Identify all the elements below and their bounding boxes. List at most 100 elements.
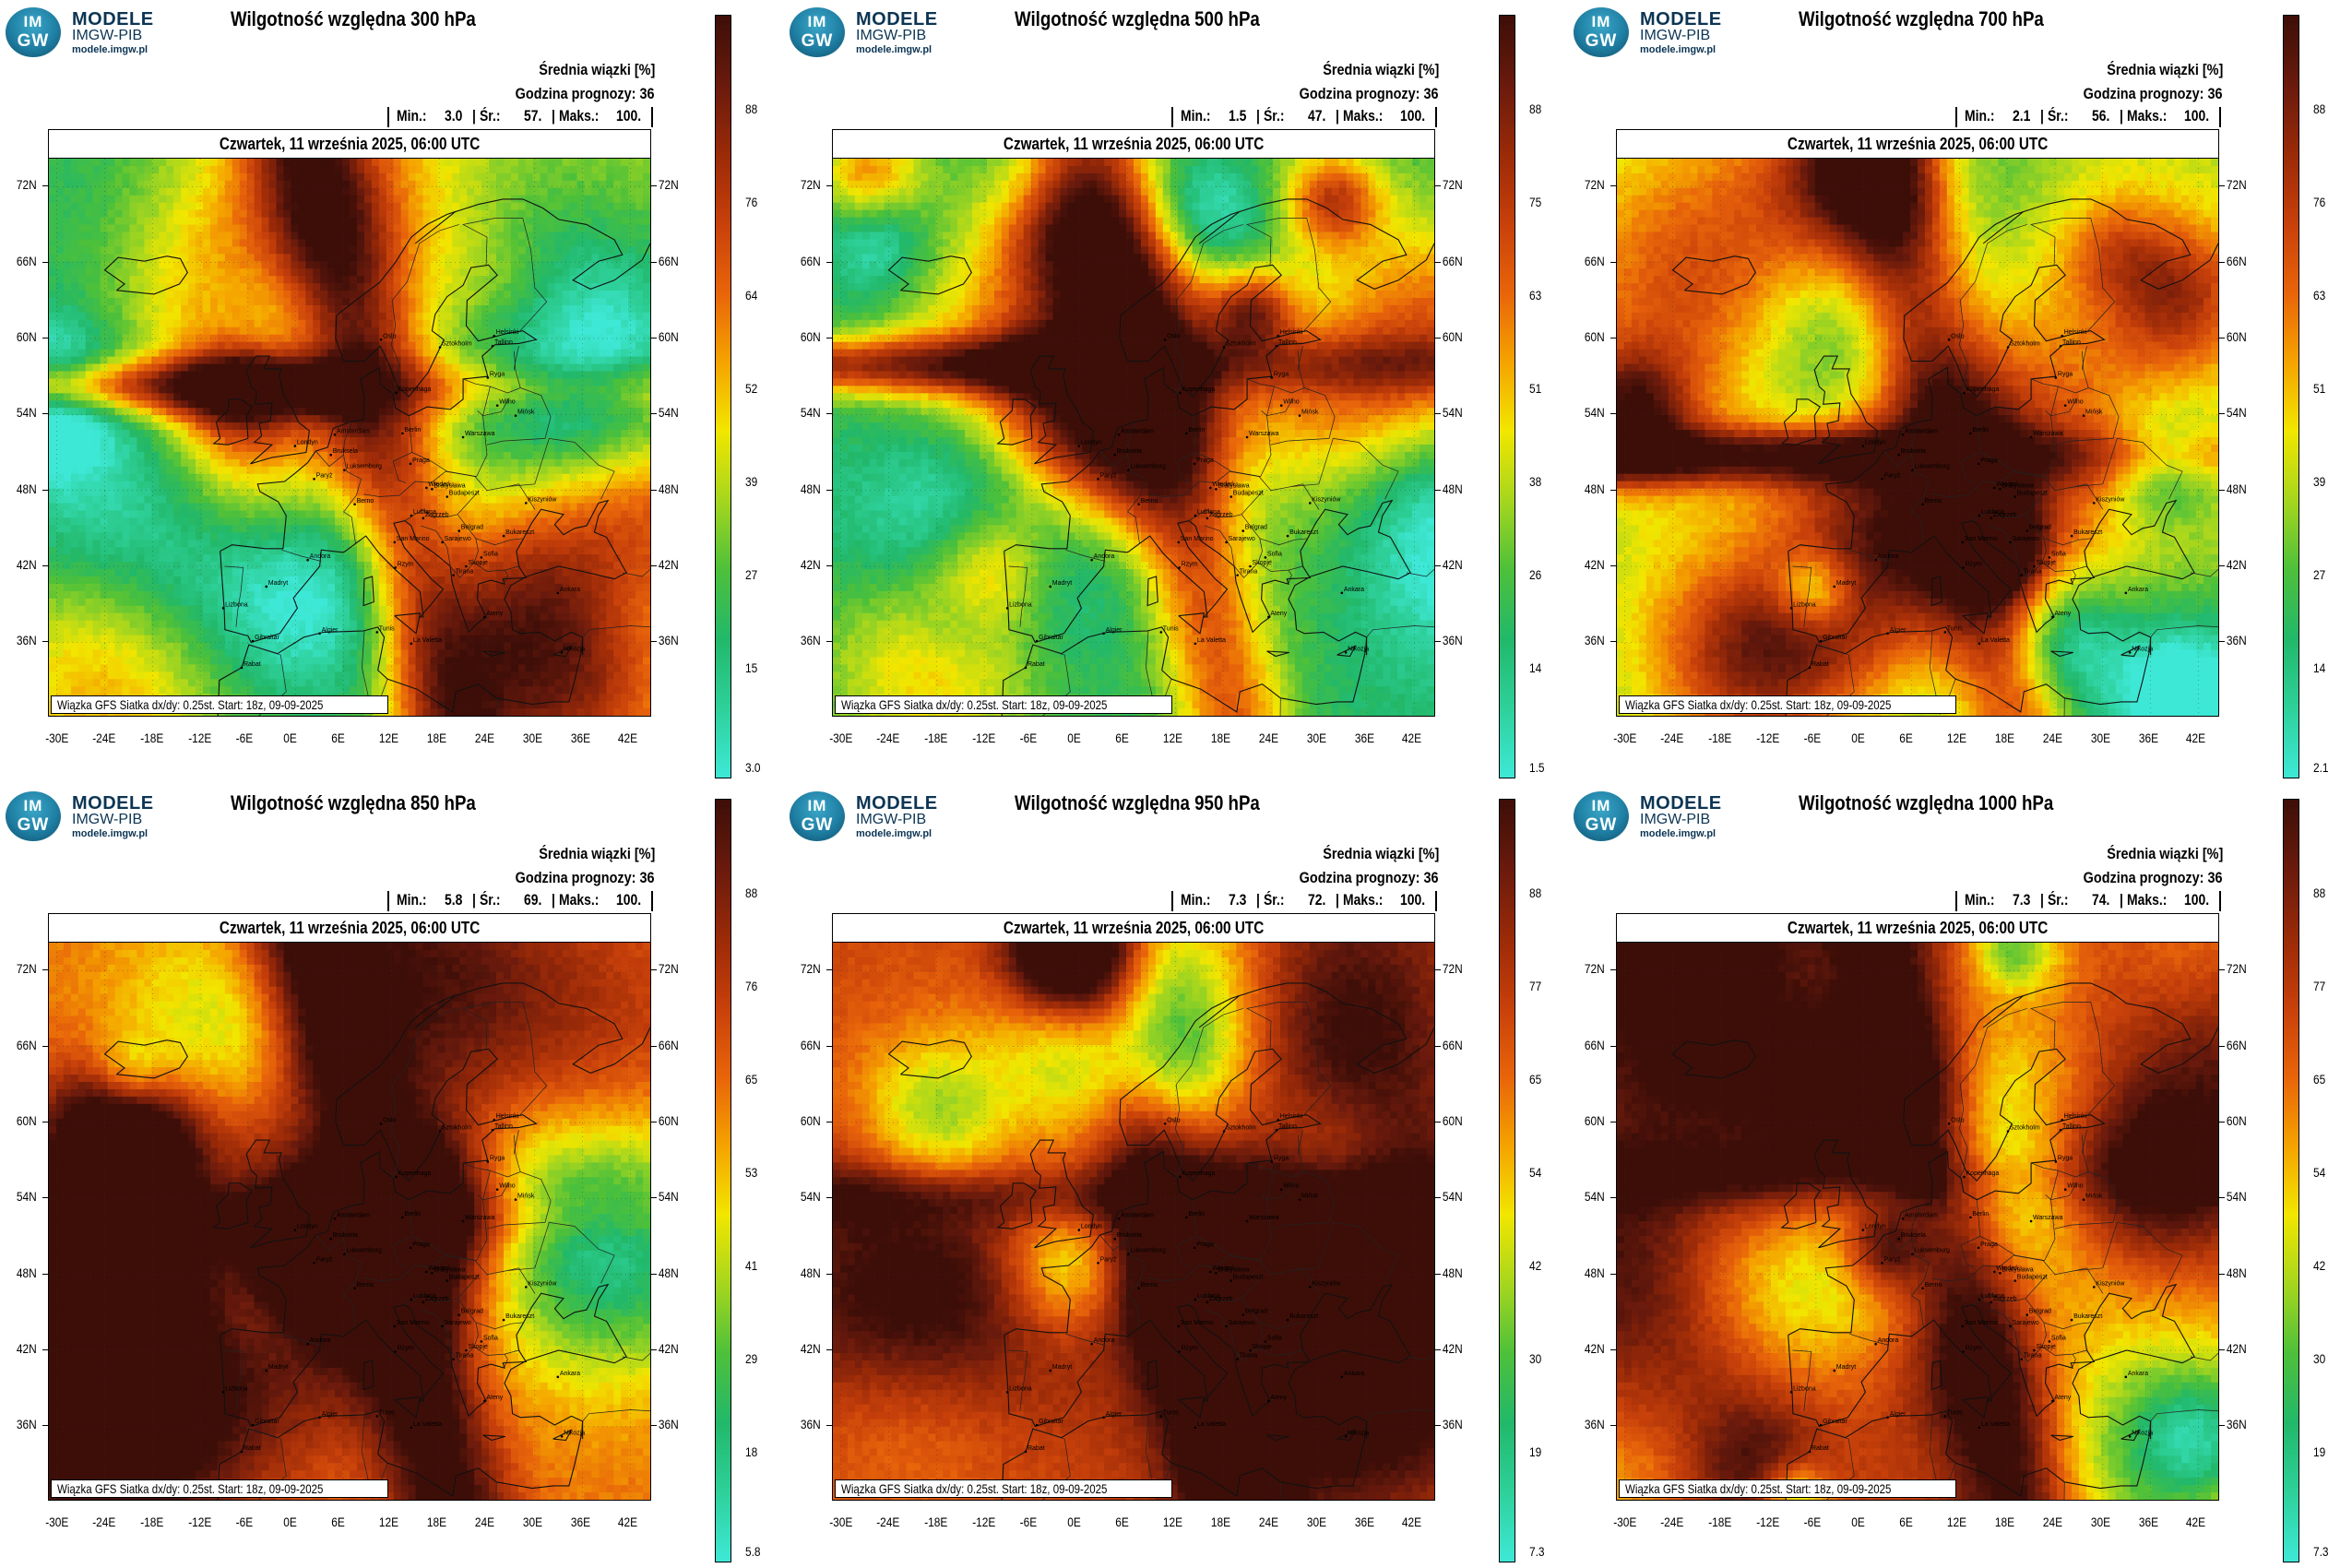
city-label: Ryga	[1274, 1155, 1289, 1161]
stats-row: Min.: 1.5 Śr.: 47. Maks.: 100. | |	[1171, 107, 1437, 127]
city-label: Sofia	[483, 551, 498, 557]
city-label: Berlin	[1188, 427, 1205, 434]
forecast-date: Czwartek, 11 września 2025, 06:00 UTC	[1617, 914, 2218, 943]
city-marker	[2048, 556, 2051, 559]
tick-left	[826, 1121, 832, 1123]
city-marker	[1277, 334, 1280, 338]
city-marker	[1225, 1324, 1228, 1328]
colorbar-tick-label: 76	[745, 979, 757, 993]
city-label: Luksemburg	[346, 1248, 382, 1254]
forecast-date-text: Czwartek, 11 września 2025, 06:00 UTC	[1004, 130, 1264, 158]
city-marker	[2006, 1130, 2010, 1133]
city-marker	[1977, 1246, 1980, 1250]
city-label: Bratysława	[434, 1266, 465, 1273]
logo-line-3: modele.imgw.pl	[1640, 828, 1716, 839]
city-label: Berlin	[1972, 1211, 1989, 1218]
city-label: Budapeszt	[2017, 1275, 2048, 1281]
city-marker	[422, 517, 425, 520]
city-marker	[1194, 642, 1197, 646]
city-marker	[1874, 1342, 1877, 1346]
lon-label: -18E	[140, 1515, 163, 1529]
city-label: Budapeszt	[1233, 491, 1264, 497]
city-label: San Marino	[397, 1320, 430, 1326]
tick-left	[826, 565, 832, 567]
city-label: Paryż	[1100, 1256, 1117, 1263]
city-marker	[483, 1399, 486, 1403]
tick-right	[1435, 641, 1441, 643]
city-label: Tallinn	[494, 1123, 513, 1130]
city-label: La Valetta	[1981, 1421, 2010, 1428]
tick-right	[2219, 641, 2225, 643]
city-label: Berno	[1141, 1282, 1158, 1289]
lat-label-right: 54N	[659, 405, 679, 420]
city-marker	[514, 414, 517, 417]
tick-left	[42, 413, 48, 415]
city-marker	[2048, 1340, 2051, 1343]
city-label: Berno	[1925, 498, 1942, 505]
city-label: Oslo	[1951, 333, 1965, 339]
city-label: Lublana	[1981, 1293, 2004, 1300]
lat-label-right: 54N	[2227, 1189, 2247, 1204]
city-marker	[483, 615, 486, 619]
stat-label: Maks.:	[2127, 891, 2167, 909]
city-marker	[1177, 1324, 1181, 1328]
city-marker	[1097, 478, 1099, 481]
city-label: Ryga	[490, 371, 505, 377]
city-label: Kopenhaga	[1966, 1170, 2000, 1177]
city-label: Tallinn	[1278, 339, 1297, 346]
lat-label-left: 66N	[17, 1038, 37, 1052]
tick-left	[1610, 413, 1616, 415]
city-marker	[1921, 503, 1924, 506]
city-label: Wiedeń	[1996, 481, 2018, 488]
city-label: Luksemburg	[1130, 1248, 1166, 1254]
city-label: Skopje	[1253, 1344, 1273, 1350]
stat-value: 100.	[1400, 891, 1425, 909]
city-marker	[313, 478, 315, 481]
city-marker	[1978, 1426, 1981, 1430]
city-marker	[560, 651, 564, 654]
lat-label-left: 42N	[17, 1341, 37, 1356]
lat-label-right: 60N	[659, 1113, 679, 1128]
map-frame: Czwartek, 11 września 2025, 06:00 UTC Hel…	[832, 913, 1435, 1501]
city-label: Sarajewo	[1229, 536, 1255, 542]
city-marker	[445, 1279, 449, 1282]
city-marker	[2033, 1348, 2036, 1352]
city-label: Rzym	[1966, 1345, 1982, 1351]
city-marker	[1222, 346, 1226, 349]
city-label: Gibraltar	[1823, 635, 1848, 641]
city-label: Wiedeń	[1212, 481, 1234, 488]
city-marker	[1279, 1188, 1283, 1191]
imgw-logo: IM GW MODELE IMGW-PIB modele.imgw.pl	[790, 790, 965, 845]
city-label: Mińsk	[2085, 410, 2103, 416]
city-label: Ryga	[2058, 371, 2073, 377]
lat-label-right: 36N	[2227, 1417, 2247, 1431]
city-marker	[1229, 495, 1233, 498]
forecast-date-text: Czwartek, 11 września 2025, 06:00 UTC	[1788, 914, 2048, 942]
lat-label-right: 36N	[2227, 633, 2247, 647]
city-label: Belgrad	[461, 525, 483, 531]
colorbar-tick-label: 65	[745, 1072, 757, 1087]
map-frame: Czwartek, 11 września 2025, 06:00 UTC Hel…	[1616, 913, 2219, 1501]
city-marker	[1943, 1415, 1947, 1418]
city-label: Tunis	[1163, 625, 1179, 632]
city-label: Amsterdam	[1905, 428, 1938, 434]
colorbar-tick-label: 26	[1529, 567, 1541, 582]
city-label: La Valetta	[413, 1421, 442, 1428]
stat-separator: |	[2040, 891, 2044, 909]
city-marker	[1861, 1229, 1865, 1231]
city-label: Ateny	[1270, 1395, 1287, 1401]
humidity-field: Helsinki Oslo Sztokholm Tallinn Ryga Wilno Kop…	[1617, 159, 2218, 716]
city-label: Rabat	[244, 1445, 261, 1452]
tick-left	[1610, 565, 1616, 567]
city-marker	[1286, 534, 1289, 538]
city-marker	[461, 435, 465, 439]
map-panel: IM GW MODELE IMGW-PIB modele.imgw.pl Wilgotno…	[784, 784, 1568, 1568]
tick-right	[2219, 1425, 2225, 1427]
lon-label: 36E	[570, 1515, 589, 1529]
city-marker	[1990, 1301, 1993, 1304]
lon-label: 0E	[283, 1515, 297, 1529]
forecast-date: Czwartek, 11 września 2025, 06:00 UTC	[1617, 130, 2218, 159]
city-label: Lublana	[1197, 1293, 1220, 1300]
lat-label-left: 60N	[1585, 1113, 1605, 1128]
